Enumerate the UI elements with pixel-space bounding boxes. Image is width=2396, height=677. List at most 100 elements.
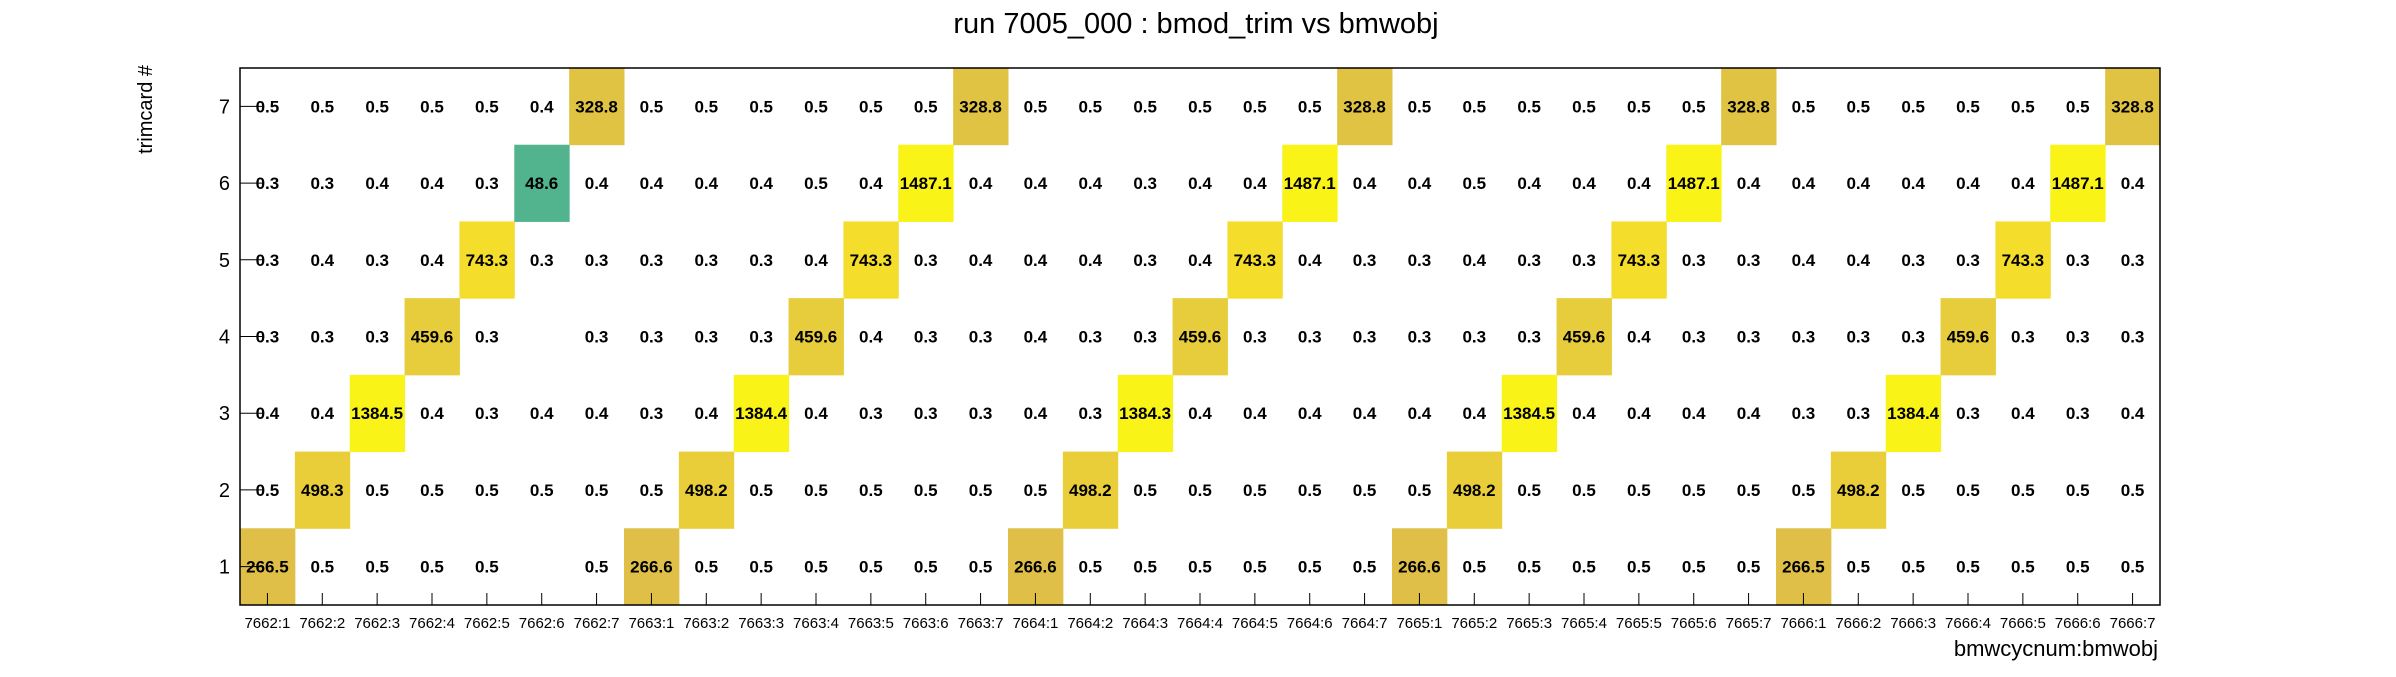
- y-tick-label: 7: [219, 96, 230, 118]
- cell-value-label: 0.5: [2066, 97, 2090, 116]
- cell-value-label: 0.5: [1298, 97, 1322, 116]
- cell-value-label: 328.8: [575, 97, 618, 116]
- x-tick-label: 7662:1: [244, 615, 290, 632]
- cell-value-label: 0.4: [969, 251, 993, 270]
- cell-value-label: 498.3: [301, 481, 344, 500]
- cell-value-label: 1487.1: [1668, 174, 1720, 193]
- x-tick-label: 7663:3: [738, 615, 784, 632]
- x-tick-label: 7663:2: [683, 615, 729, 632]
- cell-value-label: 743.3: [1618, 251, 1661, 270]
- cell-value-label: 328.8: [1727, 97, 1770, 116]
- x-tick-label: 7666:5: [2000, 615, 2046, 632]
- cell-value-label: 0.5: [1243, 558, 1267, 577]
- cell-value-label: 0.3: [365, 251, 389, 270]
- cell-value-label: 0.3: [2121, 328, 2145, 347]
- cell-value-label: 0.4: [1627, 404, 1651, 423]
- cell-value-label: 0.3: [694, 251, 718, 270]
- cell-value-label: 0.5: [1298, 558, 1322, 577]
- cell-value-label: 0.3: [640, 404, 664, 423]
- heatmap-cell: [1282, 144, 1338, 222]
- cell-value-label: 0.5: [1133, 97, 1157, 116]
- cell-value-label: 0.3: [1462, 328, 1486, 347]
- y-tick-label: 4: [219, 327, 230, 349]
- cell-value-label: 0.4: [420, 404, 444, 423]
- cell-value-label: 0.5: [256, 481, 280, 500]
- cell-value-label: 0.4: [2011, 174, 2035, 193]
- cell-value-label: 0.5: [1627, 97, 1651, 116]
- cell-value-label: 0.3: [585, 328, 609, 347]
- cell-value-label: 743.3: [466, 251, 509, 270]
- cell-value-label: 0.5: [1078, 558, 1102, 577]
- cell-value-label: 0.3: [1737, 328, 1761, 347]
- cell-value-label: 0.5: [969, 481, 993, 500]
- cell-value-label: 0.5: [1408, 97, 1432, 116]
- cell-value-label: 1384.5: [351, 404, 403, 423]
- cell-value-label: 0.4: [1462, 251, 1486, 270]
- cell-value-label: 0.3: [1243, 328, 1267, 347]
- cell-value-label: 0.5: [859, 97, 883, 116]
- cell-value-label: 0.4: [2121, 404, 2145, 423]
- heatmap-cell: [1008, 528, 1064, 606]
- y-tick-label: 1: [219, 557, 230, 579]
- heatmap-cell: [459, 221, 515, 299]
- cell-value-label: 0.4: [1024, 328, 1048, 347]
- heatmap-cell: [1556, 298, 1612, 376]
- cell-value-label: 0.4: [310, 404, 334, 423]
- cell-value-label: 0.5: [1517, 97, 1541, 116]
- cell-value-label: 0.4: [1462, 404, 1486, 423]
- x-tick-label: 7665:6: [1671, 615, 1717, 632]
- cell-value-label: 0.5: [1572, 558, 1596, 577]
- cell-value-label: 0.3: [1901, 251, 1925, 270]
- cell-value-label: 0.5: [694, 97, 718, 116]
- cell-value-label: 0.3: [1792, 404, 1816, 423]
- cell-value-label: 1384.3: [1119, 404, 1171, 423]
- x-tick-label: 7664:5: [1232, 615, 1278, 632]
- cell-value-label: 0.5: [1024, 97, 1048, 116]
- cell-value-label: 0.4: [1572, 404, 1596, 423]
- cell-value-label: 0.5: [640, 481, 664, 500]
- cell-value-label: 498.2: [1453, 481, 1496, 500]
- cell-value-label: 0.5: [2011, 481, 2035, 500]
- cell-value-label: 0.5: [1517, 558, 1541, 577]
- cell-value-label: 0.5: [1901, 481, 1925, 500]
- cell-value-label: 0.5: [1517, 481, 1541, 500]
- x-tick-label: 7664:4: [1177, 615, 1223, 632]
- heatmap-cell: [953, 68, 1009, 146]
- heatmap-cell: [404, 298, 460, 376]
- heatmap-cell: [1172, 298, 1228, 376]
- cell-value-label: 0.4: [1792, 174, 1816, 193]
- heatmap-cell: [1940, 298, 1996, 376]
- cell-value-label: 0.5: [420, 558, 444, 577]
- cell-value-label: 0.5: [1188, 558, 1212, 577]
- cell-value-label: 0.5: [1243, 481, 1267, 500]
- x-tick-label: 7662:4: [409, 615, 455, 632]
- cell-value-label: 0.5: [256, 97, 280, 116]
- x-tick-label: 7664:2: [1067, 615, 1113, 632]
- cell-value-label: 0.3: [585, 251, 609, 270]
- cell-value-label: 0.5: [1188, 97, 1212, 116]
- cell-value-label: 0.5: [585, 558, 609, 577]
- cell-value-label: 0.4: [969, 174, 993, 193]
- cell-value-label: 0.3: [969, 404, 993, 423]
- cell-value-label: 0.4: [2011, 404, 2035, 423]
- cell-value-label: 0.3: [1682, 328, 1706, 347]
- cell-value-label: 459.6: [795, 328, 838, 347]
- cell-value-label: 0.3: [1133, 328, 1157, 347]
- heatmap-cell: [1666, 144, 1722, 222]
- cell-value-label: 0.3: [2066, 328, 2090, 347]
- heatmap-cell: [1062, 451, 1119, 529]
- cell-value-label: 0.5: [1627, 558, 1651, 577]
- cell-value-label: 0.4: [1956, 174, 1980, 193]
- cell-value-label: 328.8: [1343, 97, 1386, 116]
- cell-value-label: 0.4: [1517, 174, 1541, 193]
- heatmap-cell: [349, 374, 406, 453]
- y-axis-title: trimcard #: [135, 64, 157, 154]
- cell-value-label: 1384.5: [1503, 404, 1555, 423]
- cell-value-label: 1384.4: [1887, 404, 1940, 423]
- cell-value-label: 328.8: [959, 97, 1002, 116]
- cell-value-label: 743.3: [2002, 251, 2045, 270]
- heatmap-cell: [1501, 374, 1558, 453]
- cell-value-label: 0.5: [2066, 558, 2090, 577]
- cell-value-label: 0.4: [694, 404, 718, 423]
- cell-value-label: 0.3: [256, 328, 280, 347]
